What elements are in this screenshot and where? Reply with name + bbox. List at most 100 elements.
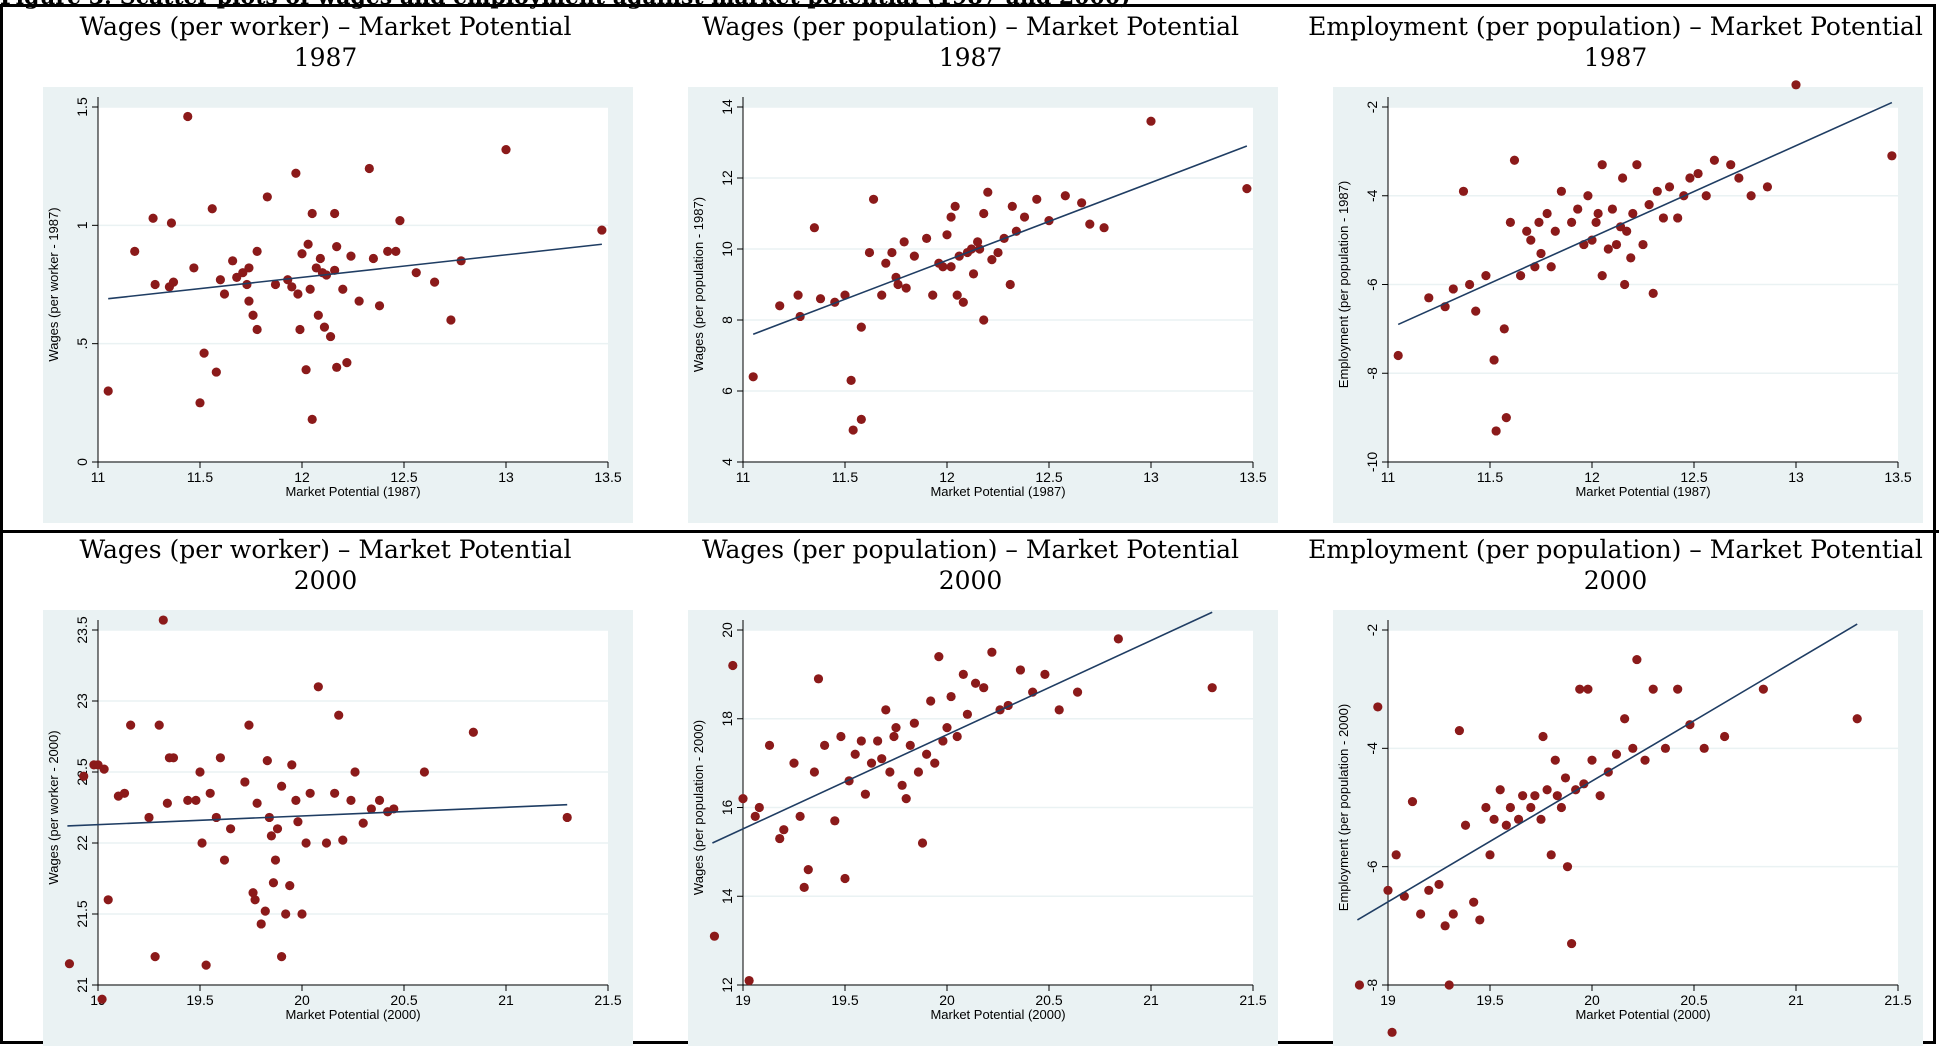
data-point	[1354, 980, 1365, 990]
data-point	[1448, 909, 1458, 919]
data-point	[905, 740, 915, 750]
data-point	[1491, 426, 1501, 436]
panel-wages-per-population-1987: 11 11.5 12 12.5 13 13.5 4 6 8 10 12 14 Market Potent…	[648, 7, 1293, 527]
data-point	[1007, 201, 1017, 211]
data-point	[1603, 244, 1613, 254]
data-point	[266, 831, 276, 841]
data-point	[195, 398, 205, 408]
data-point	[1685, 173, 1695, 183]
data-point	[1516, 271, 1526, 281]
data-point	[248, 888, 258, 898]
data-point	[1562, 862, 1573, 872]
panel-wages-per-worker-1987: 11 11.5 12 12.5 13 13.5 0.5 1 1.5 Market Potentia…	[3, 7, 648, 527]
data-point	[1556, 186, 1566, 196]
data-point	[709, 931, 720, 941]
y-tick-label: 16	[719, 800, 735, 816]
data-point	[338, 284, 348, 294]
fit-line	[712, 611, 1213, 844]
data-point	[1632, 654, 1642, 665]
data-point	[79, 771, 89, 781]
data-point	[1536, 248, 1546, 259]
data-point	[1701, 191, 1711, 201]
y-tick-label: -8	[1364, 367, 1380, 380]
data-point	[1505, 217, 1515, 227]
data-point	[840, 290, 850, 300]
data-point	[126, 720, 136, 730]
data-point	[158, 615, 168, 625]
data-point	[207, 204, 217, 214]
data-point	[1638, 239, 1648, 250]
plot-area	[98, 630, 608, 985]
data-point	[909, 251, 919, 261]
data-point	[1583, 191, 1593, 201]
data-point	[383, 246, 393, 256]
data-point	[248, 310, 258, 320]
x-tick-label: 13.5	[1239, 469, 1266, 485]
data-point	[150, 279, 160, 290]
x-tick-label: 11.5	[187, 469, 213, 485]
data-point	[942, 723, 952, 733]
data-point	[793, 290, 803, 300]
data-point	[1762, 182, 1773, 192]
data-point	[795, 811, 805, 821]
data-point	[1542, 208, 1552, 219]
data-point	[334, 710, 344, 720]
data-point	[211, 812, 221, 823]
data-point	[946, 691, 956, 702]
data-point	[270, 855, 281, 865]
data-point	[319, 322, 330, 332]
y-tick-label: 10	[719, 241, 735, 257]
data-point	[332, 362, 342, 372]
data-point	[950, 201, 960, 211]
plot-area	[743, 107, 1253, 462]
data-point	[909, 718, 919, 728]
data-point	[1391, 850, 1401, 860]
data-point	[346, 795, 356, 805]
data-point	[952, 290, 962, 300]
data-point	[1146, 116, 1156, 126]
data-point	[946, 212, 956, 222]
data-point	[789, 758, 799, 768]
x-tick-label: 21	[1788, 992, 1804, 1008]
data-point	[1373, 702, 1383, 712]
data-point	[350, 767, 360, 777]
panel-title: Wages (per worker) – Market Potential 19…	[3, 11, 648, 73]
scatter-chart: 11 11.5 12 12.5 13 13.5 -10 -8 -6 -4 -2 Market Pote…	[1333, 80, 1923, 523]
y-axis-title: Wages (per worker - 1987)	[46, 207, 61, 361]
data-point	[938, 262, 948, 272]
data-point	[1648, 684, 1658, 694]
data-point	[1611, 749, 1622, 759]
data-point	[368, 253, 378, 264]
data-point	[260, 906, 270, 916]
data-point	[201, 960, 211, 970]
data-point	[1040, 669, 1050, 679]
data-point	[893, 279, 903, 290]
data-point	[754, 802, 764, 813]
data-point	[887, 247, 897, 258]
x-axis-title: Market Potential (2000)	[285, 1007, 420, 1022]
data-point	[1758, 684, 1768, 694]
data-point	[979, 208, 989, 219]
fit-line	[1356, 623, 1858, 921]
panel-wages-per-population-2000: 19 19.5 20 20.5 21 21.5 12 14 16 18 20 Market Poten…	[648, 530, 1293, 1050]
data-point	[1242, 184, 1252, 194]
data-point	[993, 247, 1003, 258]
data-point	[1072, 687, 1083, 697]
y-tick-label: 8	[719, 316, 735, 324]
data-point	[1720, 731, 1730, 742]
data-point	[1440, 921, 1450, 931]
x-tick-label: 19.5	[1476, 992, 1503, 1008]
data-point	[307, 414, 317, 424]
data-point	[1501, 413, 1511, 423]
data-point	[1005, 279, 1015, 290]
data-point	[1536, 814, 1546, 824]
data-point	[901, 283, 911, 293]
data-point	[1509, 155, 1520, 165]
x-tick-label: 19	[1380, 992, 1396, 1008]
x-tick-label: 20	[1584, 992, 1600, 1008]
data-point	[881, 258, 891, 268]
data-point	[764, 740, 775, 750]
data-point	[1567, 938, 1577, 949]
panel-title: Wages (per population) – Market Potentia…	[648, 534, 1293, 596]
y-tick-label: 22.5	[74, 758, 90, 785]
